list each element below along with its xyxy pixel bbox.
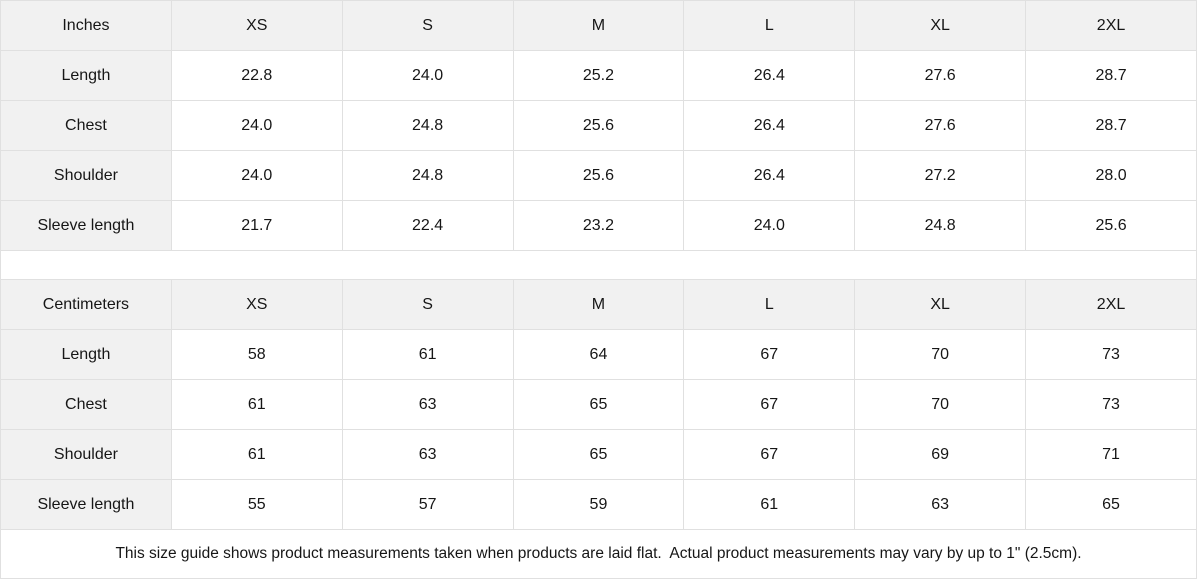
measurement-value-cell: 55 <box>170 479 343 530</box>
measurement-value-cell: 28.7 <box>1025 100 1197 151</box>
measurement-value-cell: 24.8 <box>341 100 514 151</box>
measurement-value-cell: 24.0 <box>170 150 343 201</box>
measurement-value-cell: 24.0 <box>170 100 343 151</box>
size-column-header-xl: XL <box>854 279 1027 330</box>
size-guide-disclaimer: This size guide shows product measuremen… <box>0 529 1197 579</box>
measurement-value-cell: 73 <box>1025 379 1197 430</box>
measurement-value-cell: 27.6 <box>854 100 1027 151</box>
measurement-value-cell: 61 <box>683 479 856 530</box>
row-label-sleeve-length: Sleeve length <box>0 200 172 251</box>
measurement-value-cell: 28.7 <box>1025 50 1197 101</box>
measurement-value-cell: 24.0 <box>341 50 514 101</box>
measurement-value-cell: 24.8 <box>854 200 1027 251</box>
measurement-value-cell: 67 <box>683 429 856 480</box>
inches-chest-row: Chest 24.0 24.8 25.6 26.4 27.6 28.7 <box>0 100 1197 151</box>
measurement-value-cell: 27.6 <box>854 50 1027 101</box>
measurement-value-cell: 65 <box>512 379 685 430</box>
size-column-header-m: M <box>512 279 685 330</box>
size-column-header-s: S <box>341 279 514 330</box>
measurement-value-cell: 65 <box>512 429 685 480</box>
size-column-header-2xl: 2XL <box>1025 279 1197 330</box>
measurement-value-cell: 25.6 <box>512 100 685 151</box>
measurement-value-cell: 25.6 <box>512 150 685 201</box>
size-column-header-l: L <box>683 279 856 330</box>
centimeters-sleeve-row: Sleeve length 55 57 59 61 63 65 <box>0 479 1197 530</box>
measurement-value-cell: 21.7 <box>170 200 343 251</box>
measurement-value-cell: 58 <box>170 329 343 380</box>
row-label-chest: Chest <box>0 100 172 151</box>
centimeters-length-row: Length 58 61 64 67 70 73 <box>0 329 1197 380</box>
inches-unit-header: Inches <box>0 0 172 51</box>
measurement-value-cell: 25.2 <box>512 50 685 101</box>
row-label-sleeve-length: Sleeve length <box>0 479 172 530</box>
centimeters-shoulder-row: Shoulder 61 63 65 67 69 71 <box>0 429 1197 480</box>
measurement-value-cell: 71 <box>1025 429 1197 480</box>
measurement-value-cell: 22.4 <box>341 200 514 251</box>
measurement-value-cell: 26.4 <box>683 150 856 201</box>
measurement-value-cell: 69 <box>854 429 1027 480</box>
inches-shoulder-row: Shoulder 24.0 24.8 25.6 26.4 27.2 28.0 <box>0 150 1197 201</box>
row-label-shoulder: Shoulder <box>0 429 172 480</box>
footer-row: This size guide shows product measuremen… <box>0 529 1197 579</box>
measurement-value-cell: 64 <box>512 329 685 380</box>
measurement-value-cell: 26.4 <box>683 50 856 101</box>
measurement-value-cell: 28.0 <box>1025 150 1197 201</box>
measurement-value-cell: 73 <box>1025 329 1197 380</box>
measurement-value-cell: 67 <box>683 379 856 430</box>
size-column-header-s: S <box>341 0 514 51</box>
row-label-length: Length <box>0 329 172 380</box>
section-spacer <box>0 250 1197 280</box>
measurement-value-cell: 57 <box>341 479 514 530</box>
size-column-header-m: M <box>512 0 685 51</box>
inches-header-row: Inches XS S M L XL 2XL <box>0 0 1197 51</box>
measurement-value-cell: 22.8 <box>170 50 343 101</box>
centimeters-unit-header: Centimeters <box>0 279 172 330</box>
row-label-chest: Chest <box>0 379 172 430</box>
measurement-value-cell: 27.2 <box>854 150 1027 201</box>
measurement-value-cell: 24.0 <box>683 200 856 251</box>
measurement-value-cell: 61 <box>170 379 343 430</box>
size-column-header-xs: XS <box>170 0 343 51</box>
measurement-value-cell: 59 <box>512 479 685 530</box>
measurement-value-cell: 63 <box>341 379 514 430</box>
measurement-value-cell: 23.2 <box>512 200 685 251</box>
inches-length-row: Length 22.8 24.0 25.2 26.4 27.6 28.7 <box>0 50 1197 101</box>
inches-sleeve-row: Sleeve length 21.7 22.4 23.2 24.0 24.8 2… <box>0 200 1197 251</box>
size-column-header-xl: XL <box>854 0 1027 51</box>
measurement-value-cell: 70 <box>854 329 1027 380</box>
size-column-header-l: L <box>683 0 856 51</box>
measurement-value-cell: 63 <box>341 429 514 480</box>
row-label-length: Length <box>0 50 172 101</box>
measurement-value-cell: 24.8 <box>341 150 514 201</box>
measurement-value-cell: 67 <box>683 329 856 380</box>
centimeters-header-row: Centimeters XS S M L XL 2XL <box>0 279 1197 330</box>
size-column-header-2xl: 2XL <box>1025 0 1197 51</box>
measurement-value-cell: 65 <box>1025 479 1197 530</box>
measurement-value-cell: 25.6 <box>1025 200 1197 251</box>
measurement-value-cell: 61 <box>341 329 514 380</box>
spacer-cell <box>0 250 1197 280</box>
measurement-value-cell: 26.4 <box>683 100 856 151</box>
row-label-shoulder: Shoulder <box>0 150 172 201</box>
measurement-value-cell: 61 <box>170 429 343 480</box>
measurement-value-cell: 70 <box>854 379 1027 430</box>
size-column-header-xs: XS <box>170 279 343 330</box>
centimeters-chest-row: Chest 61 63 65 67 70 73 <box>0 379 1197 430</box>
measurement-value-cell: 63 <box>854 479 1027 530</box>
